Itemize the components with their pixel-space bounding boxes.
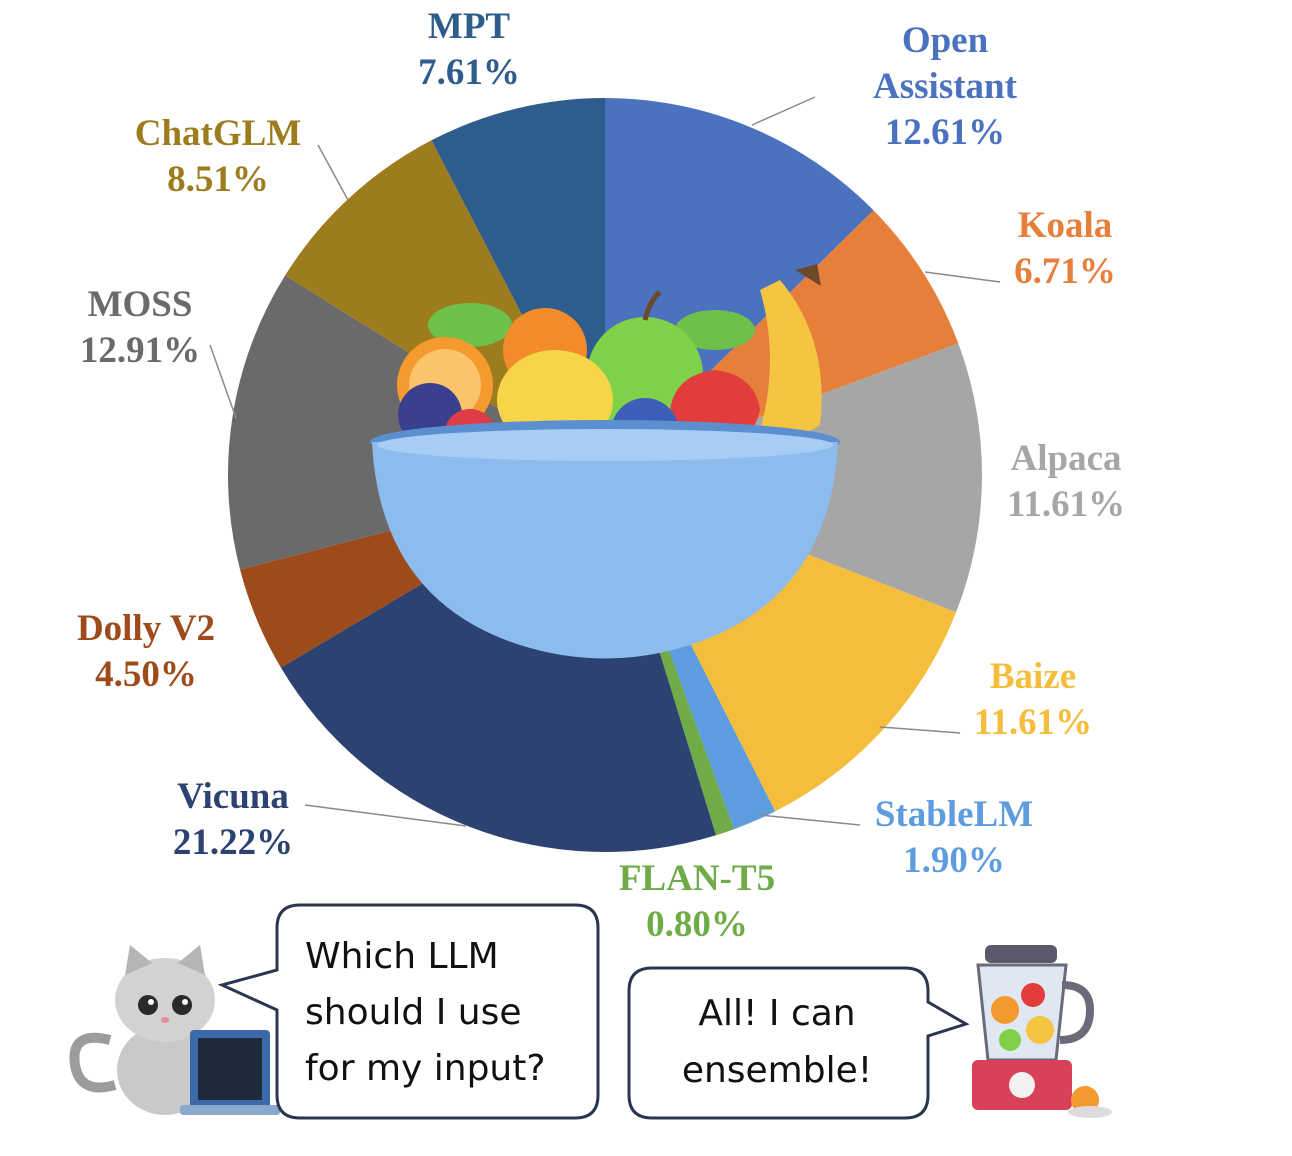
cat-bubble-line-3: for my input? [305,1048,545,1089]
blender-bubble-line-1: All! I can [698,993,855,1034]
slice-label-open-assistant: Assistant [873,66,1018,107]
blender-icon [972,945,1112,1118]
slice-label-mpt: 7.61% [418,52,520,93]
slice-label-dolly-v2: Dolly V2 [77,608,215,649]
slice-label-open-assistant: 12.61% [885,112,1005,153]
slice-label-koala: 6.71% [1014,251,1116,292]
cat-bubble-line-1: Which LLM [305,936,499,977]
cat-icon [69,945,215,1115]
slice-label-flan-t5: 0.80% [646,904,748,945]
slice-label-baize: 11.61% [974,702,1092,743]
slice-label-stablelm: StableLM [875,794,1033,835]
leader-line [924,271,1001,283]
blender-speech-bubble: All! I can ensemble! [627,966,970,1120]
slice-label-flan-t5: FLAN-T5 [619,858,775,899]
leader-line [879,726,961,734]
slice-label-koala: Koala [1018,205,1113,246]
blender-bubble-line-2: ensemble! [682,1050,872,1091]
slice-label-open-assistant: Open [902,20,989,61]
slice-label-chatglm: 8.51% [167,159,269,200]
leader-line [317,144,349,201]
laptop-icon [180,1030,280,1115]
slice-label-stablelm: 1.90% [903,840,1005,881]
slice-label-alpaca: Alpaca [1011,438,1122,479]
leader-line [759,814,861,826]
slice-label-vicuna: Vicuna [177,776,289,817]
slice-labels: Open Assistant 12.61% Koala 6.71% Alpaca 11.61… [77,6,1125,945]
slice-label-baize: Baize [990,656,1076,697]
slice-label-moss: 12.91% [80,330,200,371]
slice-label-dolly-v2: 4.50% [95,654,197,695]
leader-line [304,804,467,827]
cat-speech-bubble: Which LLM should I use for my input? [217,903,600,1120]
fruit-bowl-icon [370,264,840,659]
slice-label-moss: MOSS [88,284,193,325]
slice-label-alpaca: 11.61% [1007,484,1125,525]
slice-label-mpt: MPT [428,6,511,47]
slice-label-chatglm: ChatGLM [135,113,302,154]
leader-line [209,344,237,419]
leader-line [751,96,816,126]
cat-bubble-line-2: should I use [305,992,522,1033]
slice-label-vicuna: 21.22% [173,822,293,863]
